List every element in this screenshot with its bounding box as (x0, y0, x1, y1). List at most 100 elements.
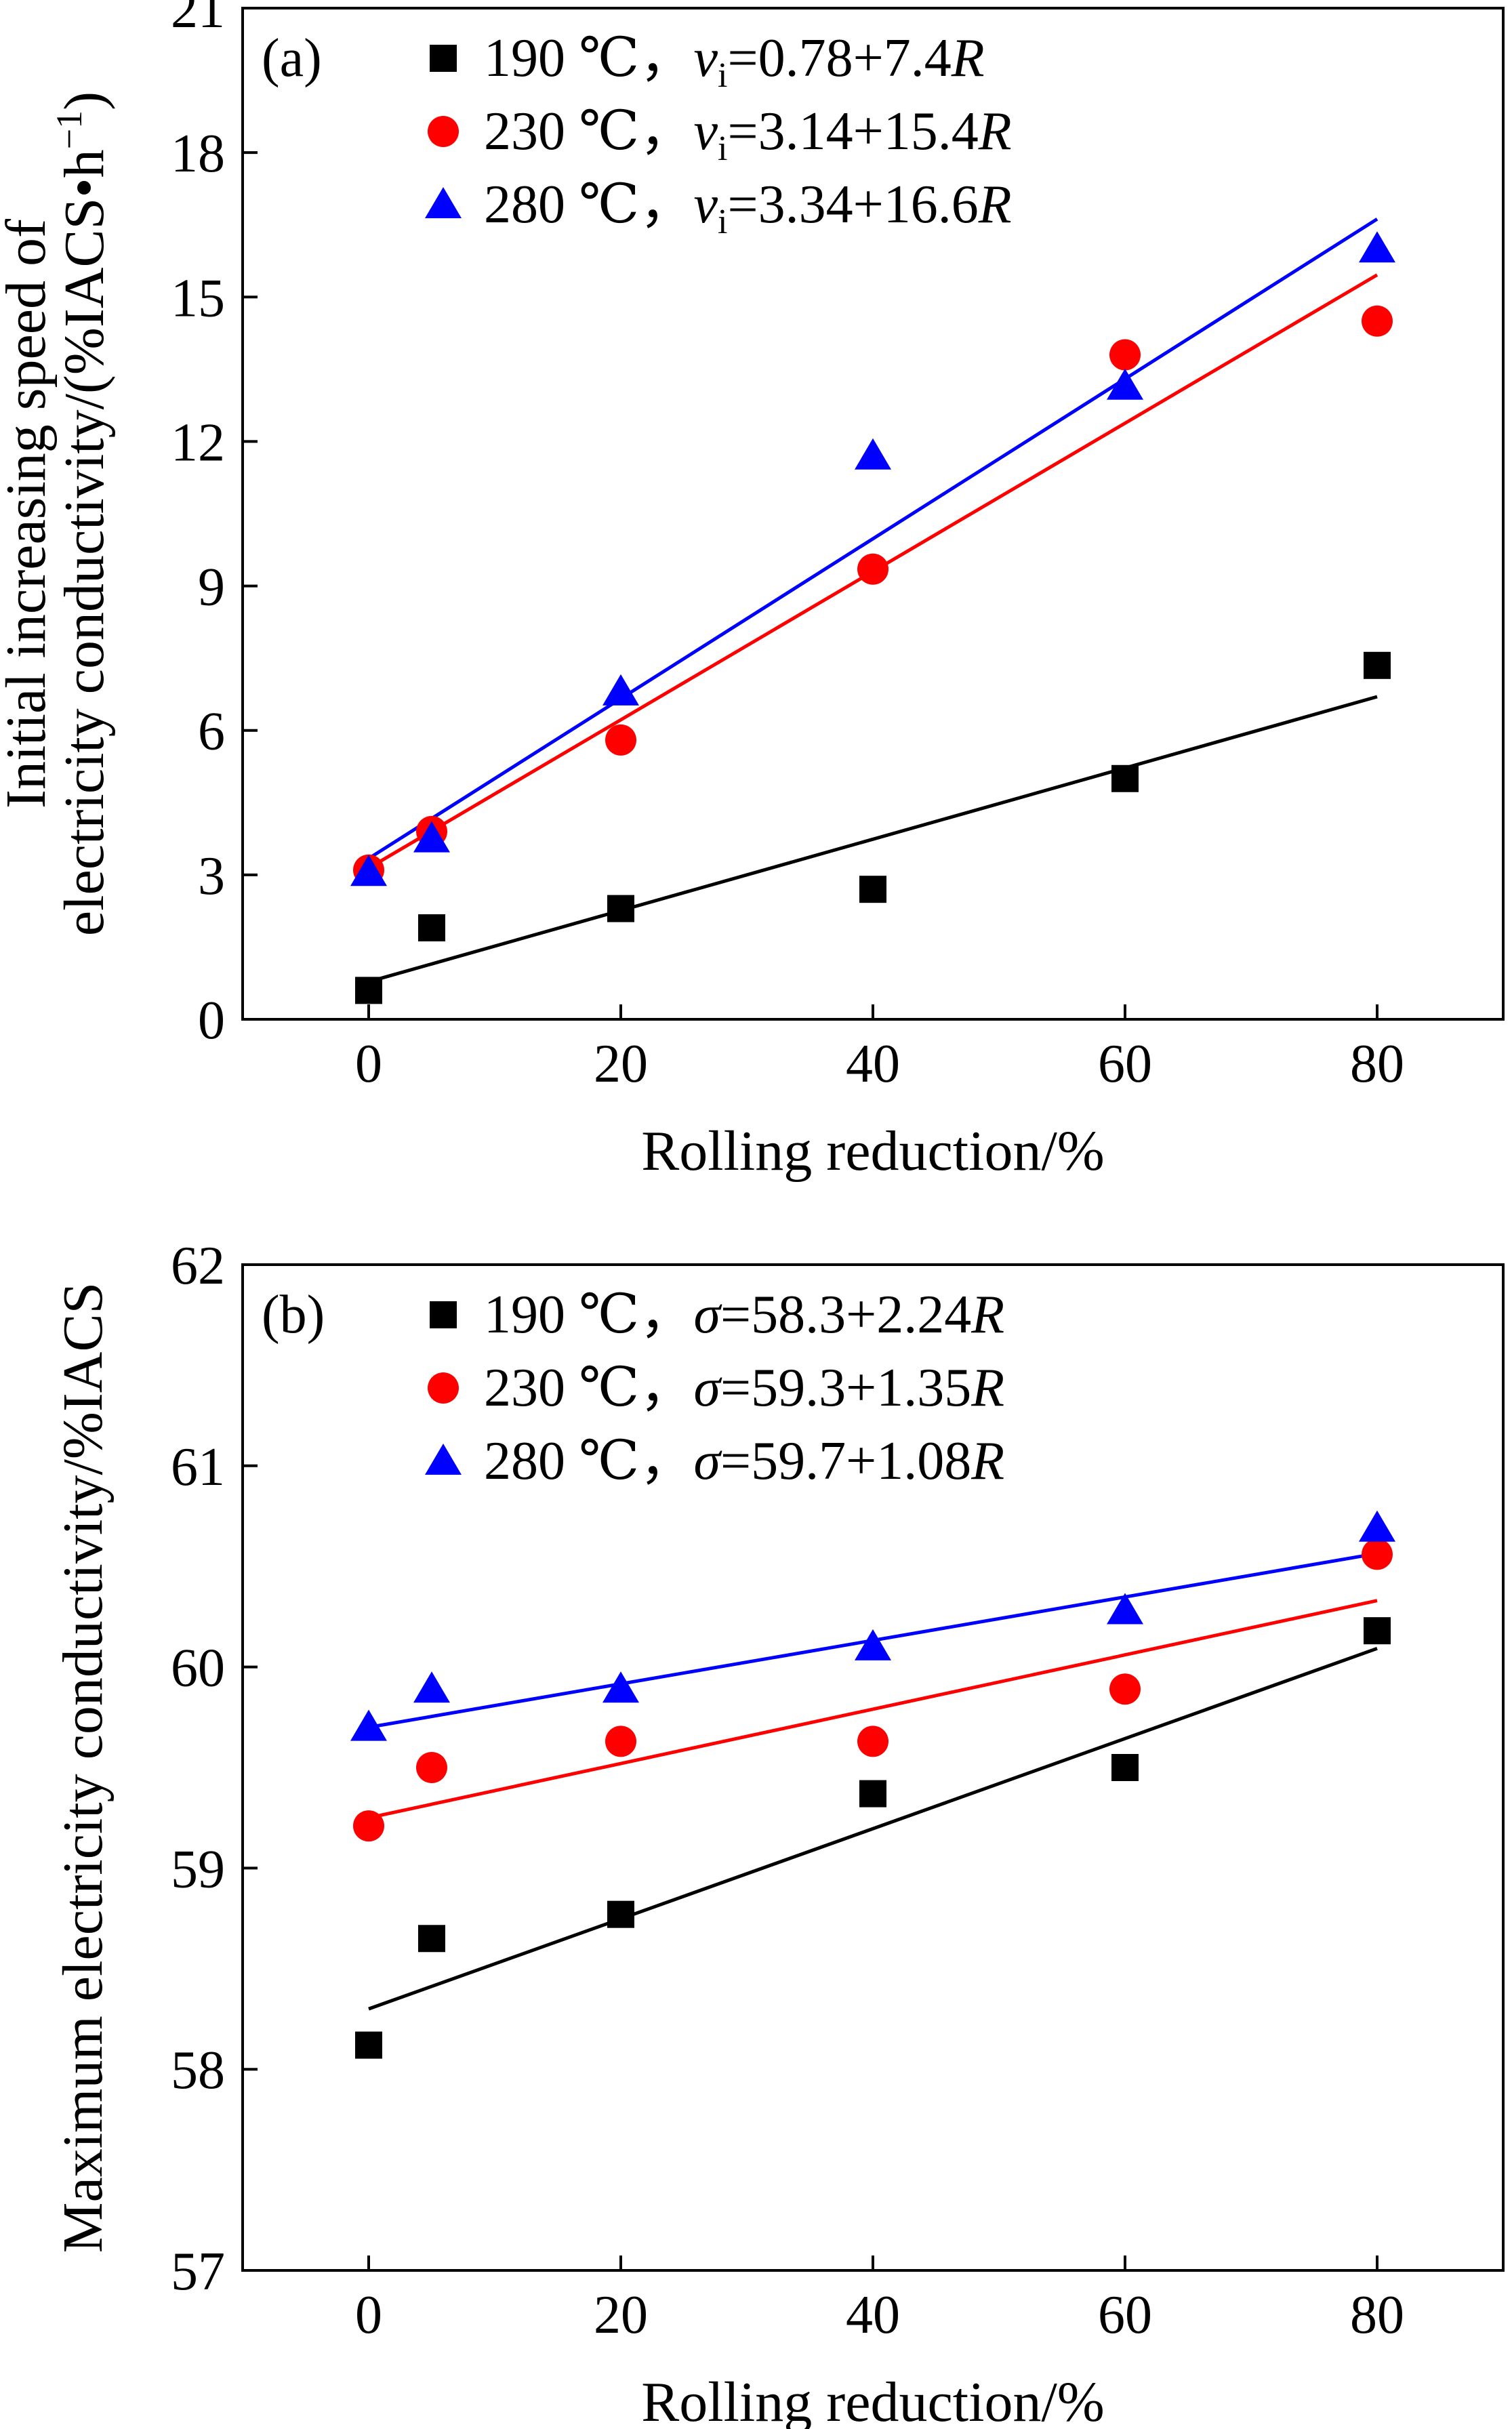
legend-equation-variable: R (970, 1285, 1004, 1345)
legend-variable: v (694, 28, 718, 88)
y-axis-title-line1: Initial increasing speed of (0, 219, 58, 809)
fit-line-series-2 (368, 1599, 1378, 1820)
legend-separator: ， (640, 1431, 694, 1491)
data-point-series-3 (855, 1629, 891, 1660)
legend-temperature: 230 ℃ (484, 102, 640, 161)
legend-marker-series-1 (430, 45, 457, 72)
y-axis-title-end: ) (53, 91, 116, 110)
y-axis-title-sup: −1 (49, 110, 89, 149)
legend-label-series-3: 280 ℃，σ=59.7+1.08R (484, 1431, 1004, 1491)
data-point-series-2 (416, 1752, 447, 1783)
legend-temperature: 190 ℃ (484, 1285, 640, 1345)
data-point-series-2 (1362, 1538, 1393, 1570)
data-point-series-1 (1364, 651, 1391, 679)
legend-equation: =3.34+16.6 (727, 175, 978, 234)
panel-label: (b) (262, 1285, 325, 1345)
legend-label-series-2: 230 ℃，vi=3.14+15.4R (484, 102, 1012, 168)
legend-label-series-1: 190 ℃，σ=58.3+2.24R (484, 1285, 1004, 1345)
legend-marker-series-3 (425, 1444, 462, 1475)
data-point-series-1 (418, 1925, 445, 1953)
y-tick-label: 3 (198, 846, 225, 906)
legend-variable-subscript: i (718, 203, 727, 241)
y-tick-label: 60 (171, 1639, 225, 1698)
data-point-series-1 (1111, 1754, 1139, 1781)
legend-variable-subscript: i (718, 129, 727, 168)
y-tick-label: 58 (171, 2041, 225, 2100)
x-tick-label: 20 (594, 2285, 648, 2345)
legend-variable: σ (694, 1358, 722, 1418)
y-axis-title-main: electricity conductivity/(%IACS•h (53, 149, 116, 936)
y-tick-label: 6 (198, 702, 225, 762)
x-tick-label: 40 (846, 2285, 900, 2345)
panel-label: (a) (262, 28, 322, 88)
data-point-series-2 (857, 1726, 888, 1757)
y-tick-label: 59 (171, 1839, 225, 1899)
y-tick-label: 62 (171, 1236, 225, 1296)
data-point-series-1 (355, 2031, 382, 2059)
data-point-series-1 (607, 895, 634, 922)
y-tick-label: 61 (171, 1437, 225, 1497)
y-tick-label: 0 (198, 991, 225, 1050)
panel-a-chart: 0 20 40 60 80 0 3 6 9 12 15 18 21 Rolling reduction/%… (0, 0, 1505, 1183)
fit-line-series-1 (368, 695, 1378, 983)
x-tick-label: 60 (1098, 2285, 1152, 2345)
data-point-series-1 (1111, 764, 1139, 792)
legend-temperature: 280 ℃ (484, 1431, 640, 1491)
legend-equation: =0.78+7.4 (727, 28, 951, 88)
data-point-series-3 (413, 821, 450, 853)
legend-equation-variable: R (951, 28, 985, 88)
legend-variable: v (694, 175, 718, 234)
x-tick-label: 20 (594, 1034, 648, 1094)
data-point-series-2 (605, 724, 636, 756)
data-point-series-3 (602, 1671, 639, 1703)
fit-line-series-3 (367, 218, 1378, 860)
x-tick-label: 80 (1350, 2285, 1404, 2345)
legend-separator: ， (640, 1358, 694, 1418)
legend-label-series-2: 230 ℃，σ=59.3+1.35R (484, 1358, 1004, 1418)
panel-b-chart: 0 20 40 60 80 57 58 59 60 61 62 Rolling reduction/%… (52, 1236, 1505, 2429)
x-tick-label: 80 (1350, 1034, 1404, 1094)
x-tick-label: 60 (1098, 1034, 1152, 1094)
legend-temperature: 230 ℃ (484, 1358, 640, 1418)
y-tick-label: 9 (198, 558, 225, 617)
data-point-series-1 (1364, 1617, 1391, 1645)
data-point-series-2 (1109, 339, 1141, 371)
legend-equation: =3.14+15.4 (727, 102, 978, 161)
data-point-series-2 (857, 553, 888, 585)
x-axis-title: Rolling reduction/% (641, 2371, 1105, 2429)
y-axis-title: Maximum electricity conductivity/%IACS (52, 1282, 115, 2253)
data-point-series-1 (859, 1780, 886, 1808)
data-point-series-1 (607, 1900, 634, 1928)
data-point-series-2 (353, 1810, 384, 1842)
x-axis-title: Rolling reduction/% (641, 1120, 1105, 1183)
legend-separator: ， (640, 102, 694, 161)
legend-equation-variable: R (978, 175, 1012, 234)
data-point-series-3 (1107, 1593, 1143, 1625)
legend-equation: =59.3+1.35 (720, 1358, 971, 1418)
legend-marker-series-2 (428, 116, 459, 147)
legend-marker-series-1 (430, 1301, 457, 1328)
x-tick-label: 0 (355, 1034, 382, 1094)
y-axis-title-line2: electricity conductivity/(%IACS•h−1) (49, 91, 116, 936)
y-tick-label: 18 (171, 124, 225, 184)
y-tick-label: 12 (171, 413, 225, 472)
data-point-series-1 (418, 914, 445, 942)
data-point-series-1 (859, 876, 886, 903)
data-point-series-3 (1359, 1510, 1395, 1542)
y-tick-label: 21 (171, 0, 225, 39)
data-point-series-1 (355, 977, 382, 1004)
data-point-series-2 (1362, 305, 1393, 337)
data-point-series-3 (602, 674, 639, 706)
y-tick-label: 15 (171, 268, 225, 328)
data-point-series-3 (1359, 231, 1395, 263)
legend-equation-variable: R (970, 1431, 1004, 1491)
legend-separator: ， (640, 1285, 694, 1345)
data-point-series-3 (413, 1671, 450, 1703)
legend-label-series-3: 280 ℃，vi=3.34+16.6R (484, 175, 1012, 241)
legend-equation-variable: R (970, 1358, 1004, 1418)
legend-variable-subscript: i (718, 56, 727, 95)
legend-label-series-1: 190 ℃，vi=0.78+7.4R (484, 28, 985, 95)
legend-equation: =58.3+2.24 (720, 1285, 971, 1345)
legend-separator: ， (640, 28, 694, 88)
